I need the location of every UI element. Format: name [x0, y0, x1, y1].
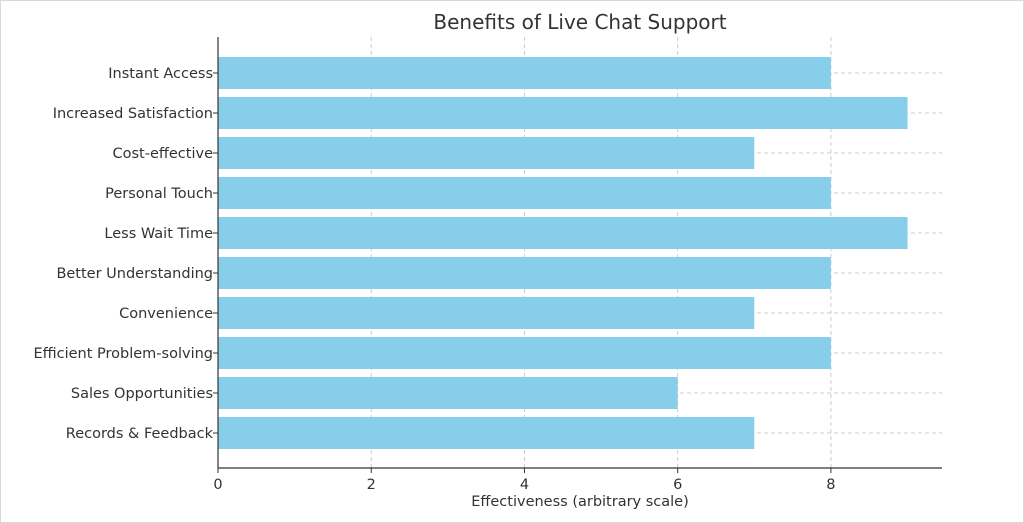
bar — [218, 377, 678, 409]
bar-layer — [218, 57, 908, 449]
bar — [218, 137, 755, 169]
bar — [218, 417, 755, 449]
y-tick-label: Increased Satisfaction — [53, 106, 213, 122]
x-tick-label: 2 — [367, 477, 376, 493]
chart-title: Benefits of Live Chat Support — [433, 10, 726, 34]
bar — [218, 177, 831, 209]
bar — [218, 297, 755, 329]
y-tick-label: Convenience — [119, 306, 213, 322]
y-tick-label: Efficient Problem-solving — [33, 346, 213, 362]
label-layer: 0 2 4 6 8 Instant Access Increased Satisfactio… — [33, 66, 835, 493]
y-tick-label: Cost-effective — [113, 146, 214, 162]
x-tick-label: 8 — [826, 477, 835, 493]
x-tick-label: 6 — [673, 477, 682, 493]
bar — [218, 97, 908, 129]
bar — [218, 257, 831, 289]
y-tick-label: Less Wait Time — [104, 226, 213, 242]
y-tick-label: Personal Touch — [105, 186, 213, 202]
x-tick-label: 4 — [520, 477, 529, 493]
x-axis-label: Effectiveness (arbitrary scale) — [471, 494, 689, 510]
x-tick-label: 0 — [213, 477, 222, 493]
y-tick-label: Records & Feedback — [66, 426, 214, 442]
axis-layer — [213, 37, 942, 473]
y-tick-label: Instant Access — [108, 66, 213, 82]
bar — [218, 217, 908, 249]
y-tick-label: Better Understanding — [56, 266, 213, 282]
y-tick-label: Sales Opportunities — [71, 386, 213, 402]
bar — [218, 337, 831, 369]
bar — [218, 57, 831, 89]
